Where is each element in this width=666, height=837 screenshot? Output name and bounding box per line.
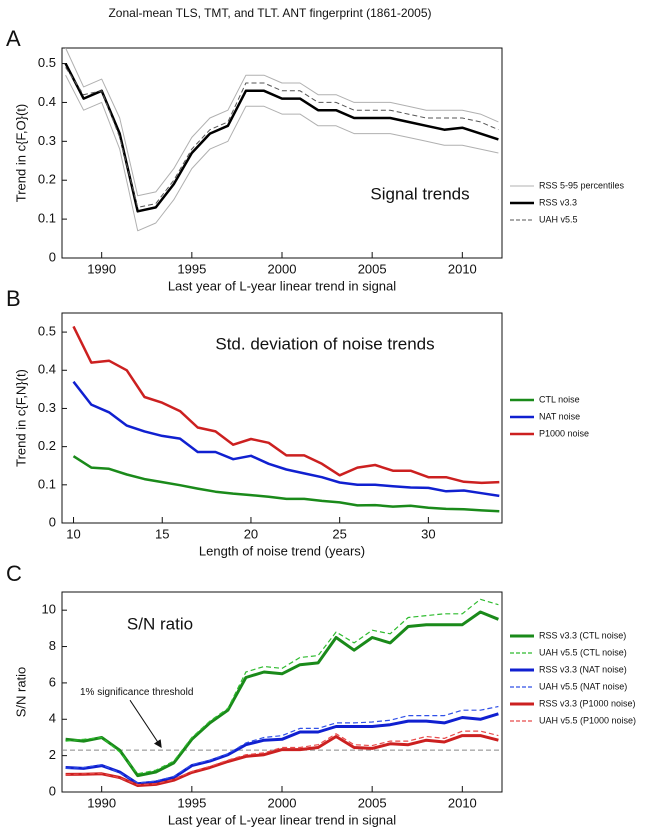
series-line bbox=[72, 380, 500, 498]
x-tick-label: 15 bbox=[155, 526, 169, 541]
y-tick-label: 4 bbox=[49, 711, 56, 726]
threshold-label: 1% significance threshold bbox=[80, 687, 193, 698]
y-tick-label: 0.4 bbox=[38, 362, 56, 377]
legend-label: NAT noise bbox=[539, 411, 580, 421]
y-tick-label: 0.3 bbox=[38, 400, 56, 415]
percentile-line bbox=[65, 74, 499, 232]
annotation: Signal trends bbox=[370, 184, 469, 203]
plot-frame bbox=[61, 312, 503, 524]
percentile-line bbox=[65, 47, 499, 197]
y-tick-label: 0 bbox=[49, 783, 56, 798]
y-tick-label: 0 bbox=[49, 249, 56, 264]
series-line bbox=[65, 730, 499, 786]
y-tick-label: 0 bbox=[49, 514, 56, 529]
legend-label: CTL noise bbox=[539, 394, 580, 404]
legend-label: RSS v3.3 (NAT noise) bbox=[539, 664, 627, 674]
x-tick-label: 25 bbox=[332, 526, 346, 541]
y-tick-label: 10 bbox=[42, 602, 56, 617]
y-tick-label: 8 bbox=[49, 638, 56, 653]
x-tick-label: 2005 bbox=[358, 261, 387, 276]
panel-letter: B bbox=[6, 286, 21, 311]
y-tick-label: 0.2 bbox=[38, 172, 56, 187]
x-axis-label: Length of noise trend (years) bbox=[199, 543, 365, 558]
y-tick-label: 0.5 bbox=[38, 55, 56, 70]
y-axis-label: Trend in c{F,N}(t) bbox=[13, 369, 28, 467]
x-axis-label: Last year of L-year linear trend in sign… bbox=[168, 812, 396, 827]
legend-label: UAH v5.5 (NAT noise) bbox=[539, 681, 627, 691]
series-line bbox=[65, 67, 499, 208]
x-tick-label: 10 bbox=[66, 526, 80, 541]
x-tick-label: 2010 bbox=[448, 795, 477, 810]
y-tick-label: 2 bbox=[49, 747, 56, 762]
y-tick-label: 0.5 bbox=[38, 324, 56, 339]
y-tick-label: 0.1 bbox=[38, 476, 56, 491]
x-tick-label: 2000 bbox=[268, 795, 297, 810]
x-tick-label: 2000 bbox=[268, 261, 297, 276]
annotation: Std. deviation of noise trends bbox=[215, 334, 434, 353]
series-line bbox=[64, 63, 499, 213]
series-line bbox=[65, 610, 499, 778]
y-tick-label: 0.4 bbox=[38, 94, 56, 109]
x-tick-label: 2005 bbox=[358, 795, 387, 810]
legend-label: RSS v3.3 (P1000 noise) bbox=[539, 698, 636, 708]
legend-label: UAH v5.5 (P1000 noise) bbox=[539, 715, 636, 725]
series-line bbox=[72, 325, 500, 485]
series-line bbox=[65, 598, 499, 775]
panel-letter: A bbox=[6, 26, 21, 51]
series-line bbox=[65, 712, 499, 786]
y-tick-label: 0.1 bbox=[38, 211, 56, 226]
y-tick-label: 0.3 bbox=[38, 133, 56, 148]
x-tick-label: 1990 bbox=[87, 261, 116, 276]
x-tick-label: 30 bbox=[421, 526, 435, 541]
legend-label: UAH v5.5 bbox=[539, 214, 578, 224]
legend-label: RSS v3.3 (CTL noise) bbox=[539, 630, 626, 640]
x-tick-label: 1995 bbox=[177, 261, 206, 276]
chart-title: Zonal-mean TLS, TMT, and TLT. ANT finger… bbox=[108, 6, 431, 20]
y-tick-label: 0.2 bbox=[38, 438, 56, 453]
panel-letter: C bbox=[6, 561, 22, 586]
y-axis-label: S/N ratio bbox=[13, 667, 28, 718]
x-tick-label: 2010 bbox=[448, 261, 477, 276]
legend-label: P1000 noise bbox=[539, 428, 589, 438]
x-axis-label: Last year of L-year linear trend in sign… bbox=[168, 278, 396, 293]
series-line bbox=[65, 734, 499, 787]
threshold-arrow bbox=[129, 699, 162, 749]
x-tick-label: 20 bbox=[244, 526, 258, 541]
legend-label: UAH v5.5 (CTL noise) bbox=[539, 647, 627, 657]
annotation: S/N ratio bbox=[127, 614, 193, 633]
x-tick-label: 1995 bbox=[177, 795, 206, 810]
legend-label: RSS v3.3 bbox=[539, 197, 577, 207]
x-tick-label: 1990 bbox=[87, 795, 116, 810]
legend-label: RSS 5-95 percentiles bbox=[539, 180, 625, 190]
series-line bbox=[65, 705, 499, 784]
y-tick-label: 6 bbox=[49, 674, 56, 689]
y-axis-label: Trend in c{F,O}(t) bbox=[13, 104, 28, 203]
series-line bbox=[72, 455, 500, 513]
